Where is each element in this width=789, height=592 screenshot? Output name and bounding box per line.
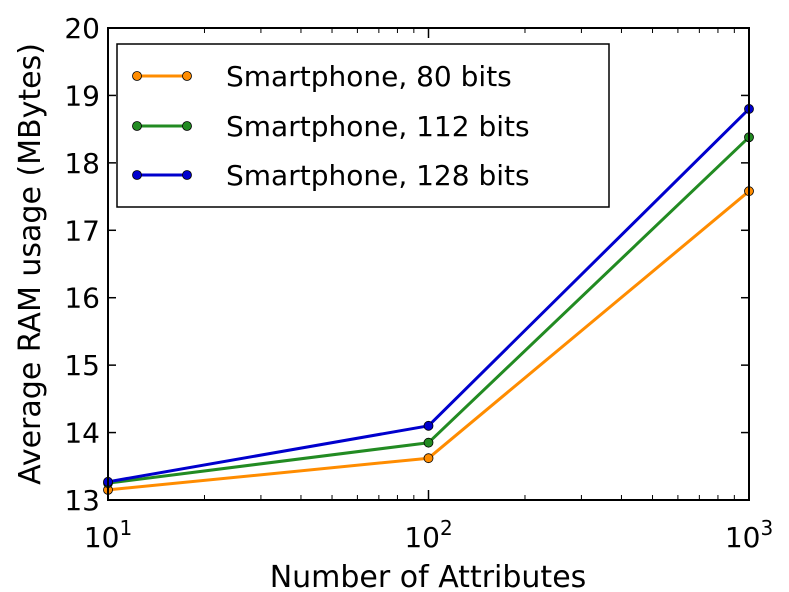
y-tick-label: 13: [64, 484, 100, 517]
legend-swatch-marker: [182, 170, 192, 180]
x-axis-label: Number of Attributes: [270, 560, 587, 592]
legend-swatch-marker: [132, 71, 142, 81]
legend-label: Smartphone, 112 bits: [226, 110, 530, 143]
legend-swatch-marker: [132, 170, 142, 180]
y-tick-label: 17: [64, 214, 100, 247]
legend-label: Smartphone, 80 bits: [226, 60, 512, 93]
y-tick-label: 15: [64, 349, 100, 382]
x-tick-label: 101: [84, 516, 132, 554]
data-point: [423, 420, 434, 431]
y-tick-label: 19: [64, 79, 100, 112]
x-tick-label: 103: [725, 516, 773, 554]
x-tick-label: 102: [404, 516, 452, 554]
legend-label: Smartphone, 128 bits: [226, 159, 530, 192]
y-tick-label: 20: [64, 12, 100, 45]
legend-swatch-marker: [132, 121, 142, 131]
legend-frame: [116, 43, 610, 208]
legend-swatch-marker: [182, 71, 192, 81]
legend: Smartphone, 80 bits Smartphone, 112 bits S…: [116, 43, 610, 208]
data-point: [423, 453, 434, 464]
data-point: [423, 437, 434, 448]
tick-layer: 13 14 15 16 17 18 19 20 101 102 103: [64, 12, 773, 554]
y-tick-label: 14: [64, 417, 100, 450]
y-axis-label: Average RAM usage (MBytes): [13, 43, 48, 485]
legend-swatch-marker: [182, 121, 192, 131]
y-tick-label: 16: [64, 282, 100, 315]
y-tick-label: 18: [64, 147, 100, 180]
